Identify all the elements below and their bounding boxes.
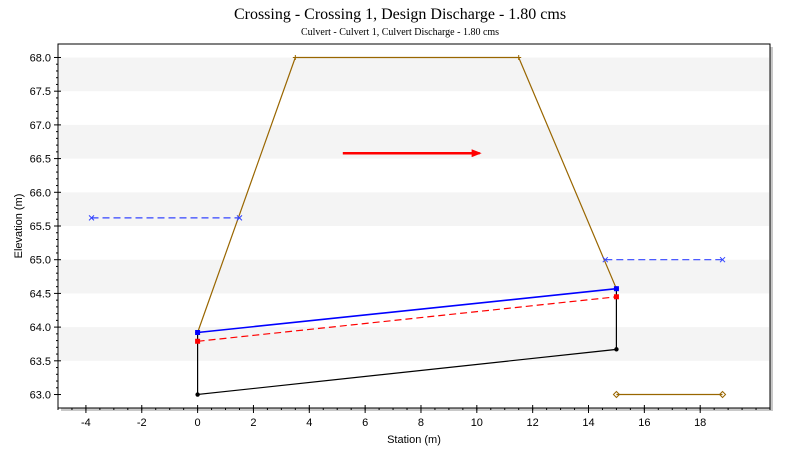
series-6 <box>612 390 727 399</box>
y-tick-label: 65.0 <box>30 255 51 267</box>
y-tick-label: 63.0 <box>30 390 51 402</box>
x-tick-label: -4 <box>81 417 91 429</box>
series-point <box>195 392 200 397</box>
series-point <box>719 256 726 263</box>
chart-title: Crossing - Crossing 1, Design Discharge … <box>233 6 567 23</box>
axes: 63.0 63.5 64.0 64.5 65.0 65.5 66.0 66.5 67.0 67.5… <box>30 52 771 429</box>
series-point <box>718 390 727 399</box>
series-4 <box>88 215 243 221</box>
series-point <box>613 286 619 292</box>
series-point <box>612 390 621 399</box>
grid-band <box>59 259 769 294</box>
series-line <box>197 296 617 342</box>
series-point <box>614 347 619 352</box>
y-tick-label: 65.5 <box>30 221 51 233</box>
x-axis-label: Station (m) <box>387 434 441 446</box>
x-tick-label: 0 <box>195 417 201 429</box>
x-tick-label: 8 <box>418 417 424 429</box>
grid-band <box>59 57 769 92</box>
grid-band <box>59 45 769 58</box>
series-line <box>197 288 618 396</box>
grid-band <box>59 327 769 361</box>
x-tick-label: 16 <box>638 417 650 429</box>
series-point <box>236 215 243 221</box>
chart-subtitle: Culvert - Culvert 1, Culvert Discharge -… <box>300 27 500 38</box>
y-tick-label: 66.0 <box>30 187 51 199</box>
plot-bands <box>59 45 769 361</box>
x-tick-label: 6 <box>362 417 368 429</box>
y-axis-label: Elevation (m) <box>13 194 25 259</box>
series-point <box>516 54 522 60</box>
x-tick-label: 14 <box>582 417 594 429</box>
grid-band <box>59 192 769 226</box>
x-tick-label: 4 <box>306 417 312 429</box>
series-point <box>195 330 201 336</box>
x-tick-label: 2 <box>250 417 256 429</box>
series-3 <box>195 294 619 344</box>
y-tick-label: 67.5 <box>30 86 51 98</box>
x-tick-label: 10 <box>471 417 483 429</box>
y-tick-label: 64.0 <box>30 322 51 334</box>
y-tick-label: 64.5 <box>30 288 51 300</box>
series-point <box>88 215 95 221</box>
x-tick-label: 12 <box>527 417 539 429</box>
y-tick-label: 63.5 <box>30 356 51 368</box>
x-tick-label: 18 <box>694 417 706 429</box>
y-tick-label: 68.0 <box>30 52 51 64</box>
series-point <box>602 256 609 263</box>
series-5 <box>602 256 726 263</box>
y-tick-label: 67.0 <box>30 120 51 132</box>
series-point <box>613 294 619 300</box>
series-line <box>197 56 617 333</box>
series-layer <box>88 54 727 399</box>
series-2 <box>195 286 619 336</box>
y-tick-label: 66.5 <box>30 154 51 166</box>
series-line <box>197 287 617 334</box>
series-point <box>195 338 201 344</box>
series-point <box>292 54 298 60</box>
x-tick-label: -2 <box>137 417 147 429</box>
